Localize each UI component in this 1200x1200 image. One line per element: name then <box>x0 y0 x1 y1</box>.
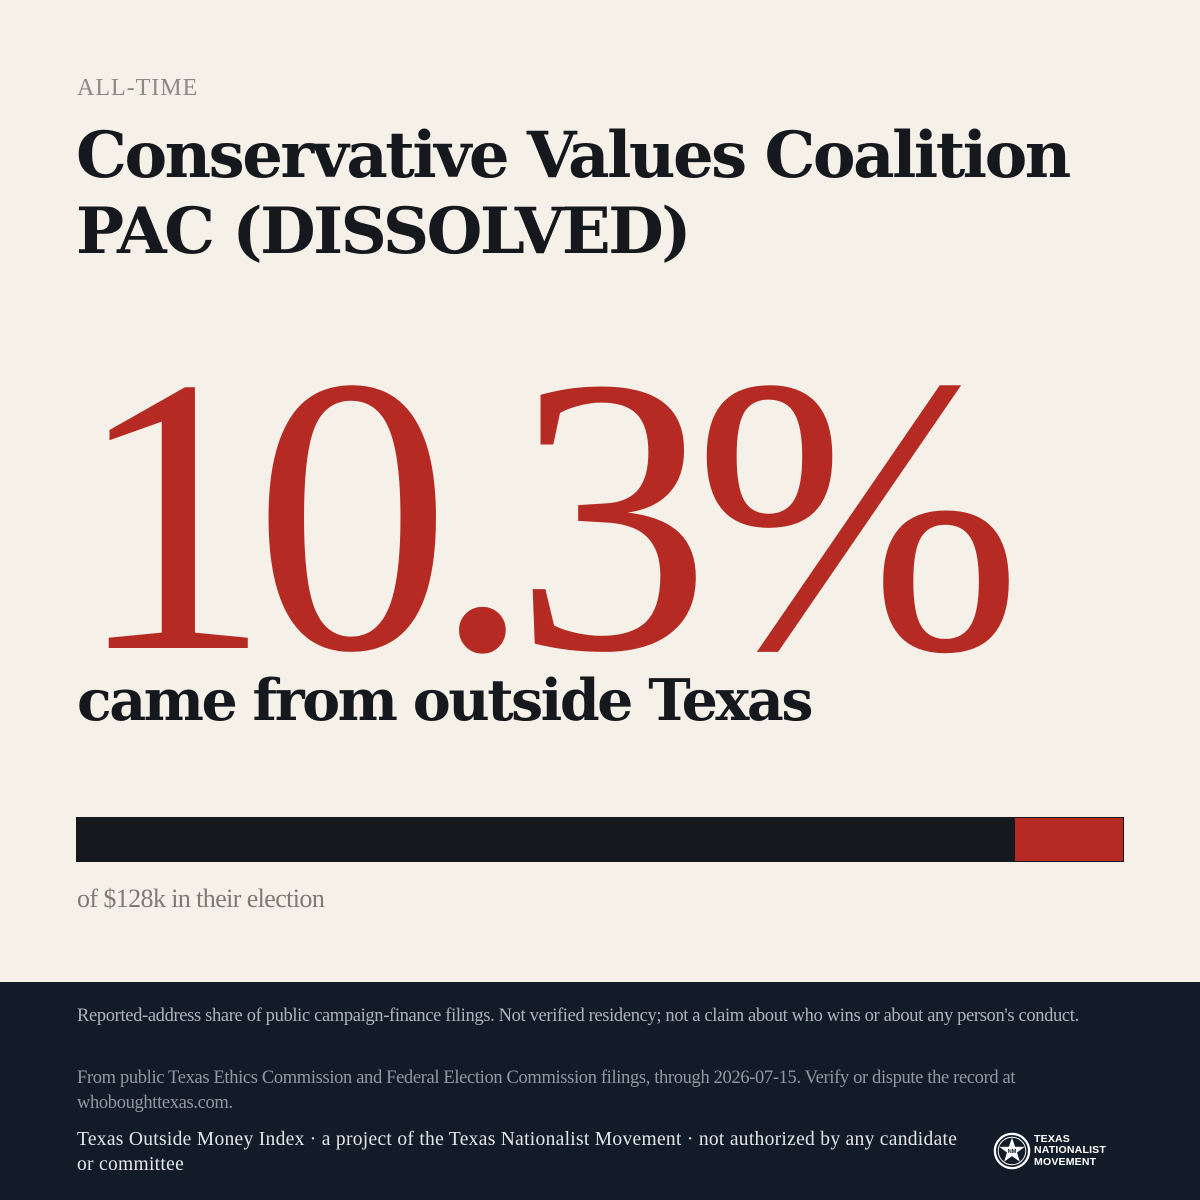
logo-line-1: TEXAS <box>1034 1132 1071 1145</box>
stat-caption: came from outside Texas <box>77 667 813 734</box>
star-seal-icon: NM <box>993 1132 1031 1170</box>
bar-outside-texas-segment <box>1015 818 1123 861</box>
footer-credit: Texas Outside Money Index · a project of… <box>77 1129 958 1175</box>
time-range-label: ALL-TIME <box>77 75 199 101</box>
bar-inside-texas-segment <box>77 818 1016 861</box>
committee-title: Conservative Values Coalition PAC (DISSO… <box>76 118 1071 269</box>
bar-total-caption: of $128k in their election <box>77 884 325 913</box>
footer-disclaimer: Reported-address share of public campaig… <box>77 1006 1079 1026</box>
logo-line-3: MOVEMENT <box>1034 1155 1097 1168</box>
footer-source: From public Texas Ethics Commission and … <box>77 1068 1016 1113</box>
logo-line-2: NATIONALIST <box>1034 1144 1106 1157</box>
logo-wordmark: TEXAS NATIONALIST MOVEMENT <box>1034 1132 1106 1169</box>
outside-share-stat: 10.3% <box>74 297 1022 734</box>
tnm-logo: NM TEXAS NATIONALIST MOVEMENT <box>993 1132 1106 1170</box>
svg-text:NM: NM <box>1008 1149 1017 1155</box>
outside-share-bar <box>76 817 1124 862</box>
